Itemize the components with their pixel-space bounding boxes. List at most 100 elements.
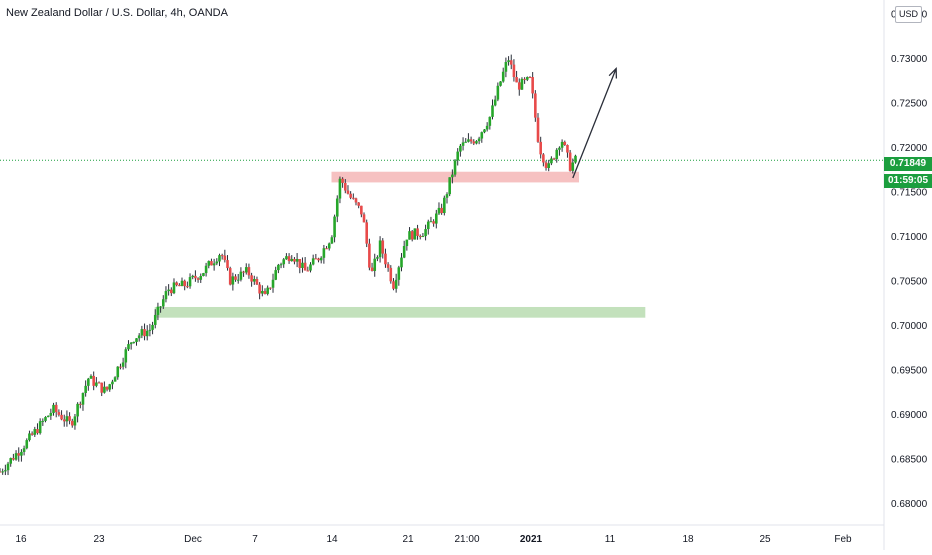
candle: [180, 280, 184, 287]
candle: [188, 277, 192, 287]
candle: [285, 256, 288, 260]
candle: [255, 279, 259, 285]
price-tick-label: 0.71000: [891, 232, 928, 243]
candle: [247, 267, 251, 276]
candle: [539, 141, 542, 155]
candle: [408, 231, 411, 240]
candle: [475, 141, 478, 144]
candle: [279, 264, 283, 266]
time-tick-label: 16: [15, 534, 27, 545]
candle: [271, 279, 275, 288]
candle: [314, 258, 318, 260]
candle: [464, 141, 468, 143]
candle: [343, 182, 347, 191]
candle: [223, 255, 227, 261]
candle: [4, 470, 7, 472]
projection-arrow[interactable]: [572, 68, 617, 179]
candle: [448, 177, 451, 195]
candle: [472, 141, 476, 144]
candle: [429, 221, 433, 223]
candle: [116, 366, 120, 378]
candle: [183, 280, 186, 287]
candle: [22, 448, 26, 452]
price-tick-label: 0.70000: [891, 321, 928, 332]
candle: [170, 289, 173, 294]
candle: [49, 412, 53, 416]
candle: [54, 404, 58, 413]
candle: [105, 386, 109, 390]
price-tick-label: 0.68000: [891, 499, 928, 510]
candle: [394, 279, 398, 289]
candle: [560, 141, 564, 148]
last-price-tag: 0.71849: [884, 157, 932, 171]
candle: [132, 341, 136, 343]
candle: [491, 105, 494, 117]
candle: [496, 85, 500, 100]
candle: [550, 158, 553, 164]
candle: [563, 141, 567, 146]
candle: [62, 419, 66, 422]
candle: [186, 286, 189, 288]
candle: [555, 149, 559, 160]
candle: [571, 162, 575, 171]
candle: [274, 270, 277, 280]
candle: [25, 440, 29, 449]
candle: [172, 282, 176, 294]
candle: [135, 338, 138, 342]
price-tick-label: 0.70500: [891, 276, 928, 287]
candle: [499, 81, 502, 86]
candle: [295, 259, 299, 262]
candle: [282, 259, 286, 265]
candle: [333, 216, 336, 238]
candle: [370, 267, 374, 271]
candle: [536, 117, 540, 142]
candle: [261, 291, 264, 294]
time-tick-label: 7: [252, 534, 258, 545]
candle: [92, 375, 95, 386]
candle: [228, 268, 232, 285]
candle: [140, 329, 144, 336]
candle: [566, 145, 569, 153]
candle: [330, 237, 334, 244]
currency-button[interactable]: USD: [895, 6, 922, 23]
price-tick-label: 0.68500: [891, 454, 928, 465]
candle: [263, 291, 267, 294]
candle: [79, 403, 82, 405]
time-scale[interactable]: 16 23 Dec 7 14 21 21:00 2021 11 18 25 Feb: [15, 534, 852, 545]
candle: [528, 77, 532, 79]
candle: [103, 386, 106, 393]
support-zone[interactable]: [154, 306, 646, 318]
candle: [493, 99, 497, 106]
candle: [512, 64, 516, 78]
candle: [258, 284, 261, 294]
candle: [368, 243, 371, 268]
resistance-turned-support-zone[interactable]: [331, 171, 580, 183]
candle: [309, 264, 312, 271]
candle: [6, 463, 10, 471]
candle: [9, 458, 13, 464]
candle: [36, 429, 39, 434]
candle: [159, 306, 162, 308]
candle: [469, 139, 473, 142]
candle: [437, 207, 441, 214]
candle: [124, 349, 128, 363]
candle: [250, 275, 253, 282]
candle: [137, 335, 141, 339]
candle: [57, 412, 61, 415]
candle: [515, 77, 518, 83]
candle: [386, 264, 390, 268]
candle: [319, 257, 323, 261]
candle: [194, 275, 197, 279]
candle: [84, 385, 87, 394]
candle: [20, 451, 23, 456]
candle: [287, 256, 291, 262]
candle: [89, 375, 93, 379]
candle: [552, 158, 556, 160]
candle: [199, 276, 203, 280]
candle: [402, 246, 406, 258]
candle: [480, 132, 484, 139]
price-tick-label: 0.72500: [891, 98, 928, 109]
